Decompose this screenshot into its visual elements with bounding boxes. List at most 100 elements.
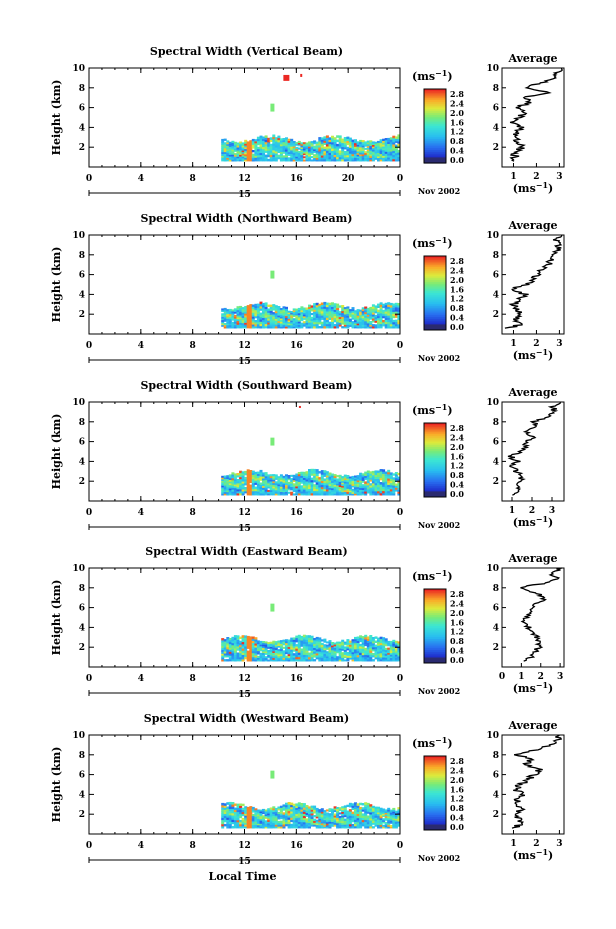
heatmap-cell [251,648,255,652]
heatmap-cell [351,152,355,155]
colorbar-band [424,495,446,498]
heatmap-cell [315,148,319,151]
heatmap-cell [279,484,283,487]
heatmap-cell [287,140,291,143]
heatmap-cell [300,489,304,492]
heatmap-cell [310,322,314,325]
heatmap-cell [356,476,360,479]
heatmap-cell [325,657,329,660]
heatmap-cell [377,813,380,816]
heatmap-cell [343,151,347,154]
colorbar-band [424,809,446,812]
heatmap-cell [379,482,383,485]
heatmap-cell [279,488,283,491]
heatmap-cell [264,477,268,481]
heatmap-cell [279,479,283,482]
heatmap-cell [382,311,386,315]
heatmap-cell [377,149,380,152]
heatmap-cell [356,659,360,662]
heatmap-cell [254,655,258,658]
heatmap-cell [338,152,342,155]
heatmap-cell [310,151,314,154]
heatmap-cell [315,655,319,658]
heatmap-cell [262,472,265,475]
heatmap-cell [249,484,253,488]
heatmap-cell [244,654,248,658]
heatmap-cell [251,638,255,641]
colorbar-band [424,326,446,329]
heatmap-cell [221,642,225,645]
heatmap-cell [310,818,314,821]
heatmap-cell [379,323,383,327]
heatmap-cell [323,325,327,329]
heatmap-cell [272,817,276,820]
heatmap-cell [244,152,248,155]
heatmap-cell [331,818,334,821]
heatmap-cell [359,141,363,144]
heatmap-cell [364,643,368,647]
heatmap-cell [389,646,393,649]
heatmap-cell [241,317,245,320]
heatmap-cell [323,474,327,477]
heatmap-cell [267,646,271,649]
heatmap-cell [369,806,373,809]
heatmap-cell [371,326,375,329]
heatmap-cell [295,150,299,152]
heatmap-cell [343,659,347,662]
heatmap-cell [231,315,235,318]
heatmap-cell [285,652,288,655]
heatmap-cell [233,639,237,642]
heatmap-cell [259,657,263,660]
heatmap-cell [320,814,324,817]
heatmap-cell [379,824,383,827]
heatmap-cell [366,480,370,484]
heatmap-cell [300,154,304,157]
heatmap-cell [371,472,375,476]
heatmap-cell [346,136,350,139]
heatmap-cell [226,312,230,315]
heatmap-cell [236,489,240,492]
heatmap-cell [262,812,265,815]
heatmap-cell [262,808,265,811]
heatmap-cell [308,643,311,647]
heatmap-cell [313,479,317,483]
heatmap-cell [310,141,314,144]
heatmap-cell [256,157,260,160]
colorbar-tick-label: 2.8 [450,256,464,266]
heatmap-cell [371,141,375,144]
heatmap-cell [364,313,368,316]
heatmap-cell [256,324,260,327]
heatmap-cell [341,305,345,308]
heatmap-cell [290,483,294,486]
heatmap-cell [223,649,227,652]
heatmap-cell [274,474,278,477]
heatmap-cell [328,150,332,153]
average-y-tick-label: 6 [493,271,499,281]
heatmap-cell [354,657,357,660]
heatmap-cell [354,488,357,491]
heatmap-cell [346,824,350,827]
heatmap-cell [308,654,311,658]
heatmap-cell [302,145,306,148]
heatmap-cell [331,653,334,656]
average-units: (ms−1) [513,347,554,362]
heatmap-cell [320,315,324,318]
heatmap-cell [287,310,291,313]
heatmap-cell [356,154,360,157]
heatmap-cell [282,138,286,141]
colorbar-band [424,435,446,439]
heatmap-cell [287,157,291,160]
heatmap-cell [389,147,393,150]
heatmap-cell [328,659,332,662]
heatmap-cell [233,641,237,645]
heatmap-cell [249,488,253,492]
heatmap-cell [308,810,311,813]
heatmap-cell [287,802,291,805]
heatmap-cell [285,317,288,320]
heatmap-cell [323,826,327,829]
heatmap-cell [325,146,329,149]
heatmap-cell [297,656,301,660]
colorbar-band [424,661,446,664]
heatmap-cell [371,143,375,145]
heatmap-cell [323,659,327,662]
